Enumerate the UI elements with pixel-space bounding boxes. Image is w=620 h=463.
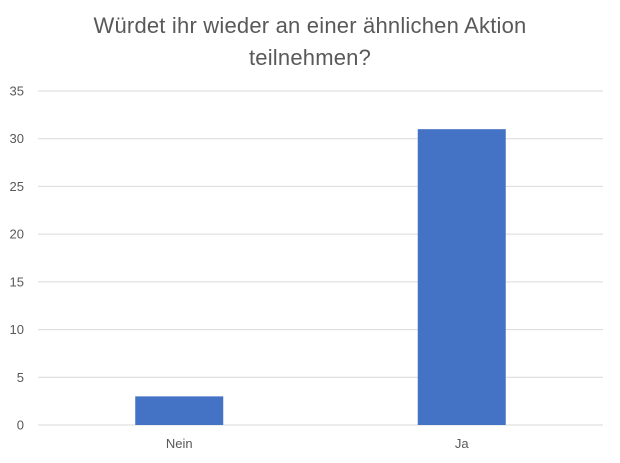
y-tick-label: 20 [10,227,24,242]
y-tick-label: 15 [10,274,24,289]
y-tick-label: 35 [10,84,24,99]
y-tick-label: 5 [17,370,24,385]
x-tick-label: Nein [166,436,193,451]
y-tick-label: 30 [10,131,24,146]
y-tick-label: 0 [17,418,24,433]
y-tick-label: 25 [10,179,24,194]
chart-title: Würdet ihr wieder an einer ähnlichen Akt… [0,10,620,74]
x-tick-label: Ja [455,436,470,451]
chart-title-line-2: teilnehmen? [248,45,372,70]
y-tick-label: 10 [10,322,24,337]
bar-ja [417,129,506,425]
chart-title-line-1: Würdet ihr wieder an einer ähnlichen Akt… [93,13,527,38]
bar-nein [135,396,224,425]
